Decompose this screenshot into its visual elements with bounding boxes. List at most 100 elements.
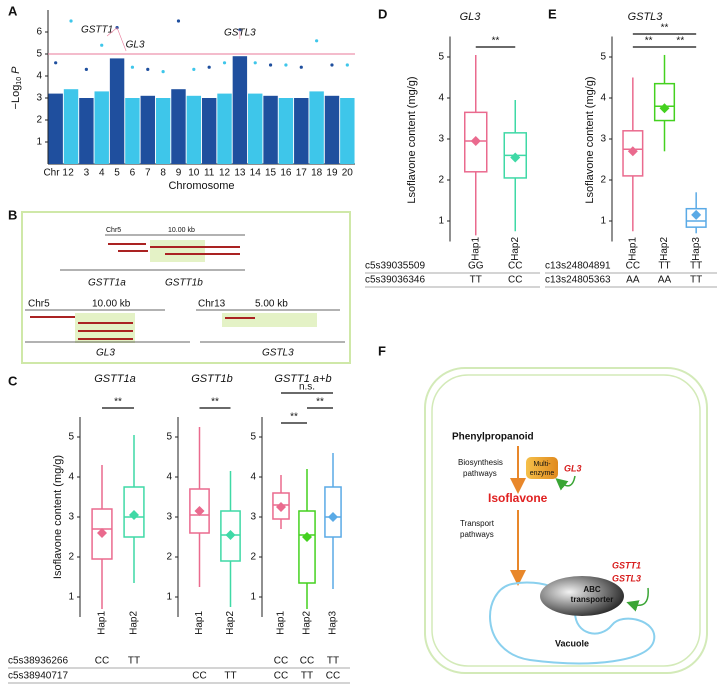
gene-model [118, 250, 148, 252]
genotype: CC [192, 671, 206, 682]
scale-label: 10.00 kb [92, 299, 131, 310]
peak-snp [146, 67, 150, 71]
x-tick-label: 14 [250, 168, 262, 179]
peak-snp [84, 67, 88, 71]
box [653, 82, 676, 122]
genotype: AA [658, 275, 672, 286]
x-tick-label: Hap2 [129, 611, 140, 635]
x-tick-label: 2 [68, 168, 74, 179]
peak-snp [54, 61, 58, 65]
significance-label: ** [676, 36, 684, 47]
y-axis-label-part: −Log [10, 85, 22, 110]
mean-marker [510, 152, 521, 163]
genotype: CC [95, 656, 109, 667]
genotype: TT [658, 261, 670, 272]
x-tick-label: 9 [176, 168, 182, 179]
highlight [150, 240, 205, 262]
snp-cloud [232, 56, 248, 165]
chart-title: GSTT1 a+b [274, 373, 331, 385]
snp-cloud [309, 91, 324, 164]
x-tick-label: 8 [160, 168, 166, 179]
genotype: CC [508, 275, 522, 286]
peak-snp [315, 39, 319, 43]
y-axis-label: Lsoflavone content (mg/g) [406, 76, 418, 203]
chromosome-label: Chr5 [28, 299, 50, 310]
peak-snp [253, 61, 257, 65]
genotype: TT [690, 261, 702, 272]
y-tick-label: 6 [36, 27, 42, 38]
x-tick-label: 20 [342, 168, 354, 179]
snp-cloud [48, 93, 63, 164]
x-tick-label: 16 [280, 168, 292, 179]
gene-model [78, 330, 133, 332]
peak-snp [100, 43, 104, 47]
gene-label: GL3 [564, 463, 582, 473]
x-tick-label: 7 [145, 168, 151, 179]
mean-marker [627, 146, 638, 157]
gene-model [150, 246, 240, 248]
x-tick-label: Hap2 [302, 611, 313, 635]
snp-cloud [294, 98, 309, 164]
genotype: TT [224, 671, 236, 682]
significance-label: ** [211, 397, 219, 408]
snp-cloud [340, 98, 355, 164]
y-tick-label: 5 [250, 432, 256, 443]
snp-cloud [94, 91, 109, 164]
snp-cloud [278, 98, 294, 164]
peak-snp [330, 63, 334, 67]
gene-model [30, 316, 75, 318]
snp-label: c5s39035509 [365, 261, 425, 272]
x-tick-label: Chr 1 [43, 168, 68, 179]
x-tick-label: Hap1 [97, 611, 108, 635]
gene-model [225, 317, 255, 319]
x-tick-label: 3 [84, 168, 90, 179]
snp-cloud [201, 98, 217, 164]
genotype: CC [626, 261, 640, 272]
peak-snp [345, 63, 349, 67]
x-axis-label: Chromosome [168, 180, 234, 192]
genotype: GG [468, 261, 484, 272]
gene-label: GSTL3 [262, 348, 294, 359]
scale-label: 10.00 kb [168, 227, 195, 234]
gene-label: GL3 [96, 348, 115, 359]
y-tick-label: 4 [68, 472, 74, 483]
chart-title: GSTT1a [94, 373, 136, 385]
y-axis-label: −Log10 P [10, 66, 23, 110]
y-tick-label: 2 [36, 115, 42, 126]
genotype: TT [301, 671, 313, 682]
gene-model [78, 338, 133, 340]
mean-marker [659, 103, 670, 114]
panel-label: D [378, 6, 387, 21]
gene-label: GSTT1a [88, 278, 126, 289]
highlight [222, 313, 317, 327]
y-tick-label: 4 [600, 93, 606, 104]
panel-label: A [8, 3, 18, 18]
annotation-leader [116, 27, 127, 52]
pathway-label: Biosynthesis [458, 458, 503, 467]
x-tick-label: Hap1 [470, 237, 481, 261]
y-tick-label: 2 [166, 552, 172, 563]
enzyme-label: enzyme [530, 470, 555, 477]
y-tick-label: 1 [438, 216, 444, 227]
genotype: CC [300, 656, 314, 667]
gene-label: GSTT1b [165, 278, 203, 289]
gene-model [78, 322, 133, 324]
y-tick-label: 3 [68, 512, 74, 523]
x-tick-label: Hap2 [510, 237, 521, 261]
gene-label: GSTT1 [612, 560, 641, 570]
y-axis-label-part: P [10, 66, 22, 74]
panel-label: E [548, 6, 557, 21]
x-tick-label: 18 [311, 168, 323, 179]
x-tick-label: Hap3 [328, 611, 339, 635]
y-tick-label: 5 [600, 52, 606, 63]
significance-label: ** [645, 36, 653, 47]
snp-cloud [125, 98, 140, 164]
mean-marker [225, 530, 236, 540]
regulation-arrow [555, 475, 576, 491]
mean-marker [129, 510, 139, 520]
chromosome-label: Chr5 [106, 227, 121, 234]
x-tick-label: 6 [130, 168, 136, 179]
y-tick-label: 5 [68, 432, 74, 443]
mean-marker [470, 136, 481, 147]
mean-marker [97, 528, 107, 538]
